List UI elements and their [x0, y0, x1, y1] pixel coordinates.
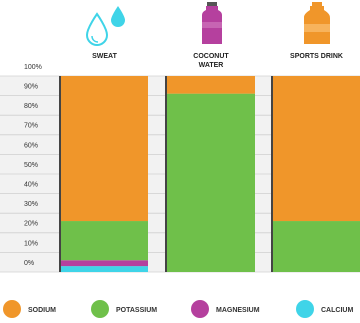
bar-segment — [61, 76, 148, 222]
legend: SODIUM POTASSIUM MAGNESIUM CALCIUM — [3, 300, 353, 318]
sports-drink-icon — [304, 2, 330, 44]
category-label: SWEAT — [92, 53, 117, 60]
bottle-label — [304, 24, 330, 32]
legend-label: POTASSIUM — [116, 307, 157, 314]
y-tick-label: 0% — [24, 260, 34, 267]
bar-segment — [273, 76, 360, 222]
legend-label: SODIUM — [28, 307, 56, 314]
y-tick-label: 20% — [24, 221, 38, 228]
legend-swatch — [3, 300, 21, 318]
y-tick-label: 90% — [24, 84, 38, 91]
bar-segment — [167, 76, 255, 94]
legend-swatch — [296, 300, 314, 318]
drop-icon — [111, 6, 125, 27]
legend-swatch — [191, 300, 209, 318]
bar-segment — [61, 260, 148, 267]
bar-segment — [61, 221, 148, 261]
y-tick-label: 50% — [24, 162, 38, 169]
bar-segment — [167, 93, 255, 272]
bottle-cap — [312, 2, 322, 6]
y-tick-label: 30% — [24, 201, 38, 208]
legend-label: MAGNESIUM — [216, 307, 260, 314]
category-label: SPORTS DRINK — [290, 53, 343, 60]
bottle-band — [202, 22, 222, 28]
drop-shine — [91, 35, 99, 43]
sweat-icon — [85, 6, 125, 47]
y-tick-label: 100% — [24, 64, 42, 71]
coconut-water-icon — [202, 2, 222, 44]
legend-label: CALCIUM — [321, 307, 353, 314]
drop-icon — [85, 12, 109, 47]
bar-segment — [273, 221, 360, 272]
legend-swatch — [91, 300, 109, 318]
y-tick-label: 10% — [24, 240, 38, 247]
y-tick-label: 40% — [24, 182, 38, 189]
category-label: COCONUT WATER — [193, 53, 229, 69]
y-tick-label: 60% — [24, 142, 38, 149]
axes — [59, 76, 273, 272]
bottle-cap — [207, 2, 217, 6]
y-tick-label: 70% — [24, 123, 38, 130]
bars — [61, 76, 360, 272]
bar-segment — [61, 266, 148, 272]
y-tick-label: 80% — [24, 103, 38, 110]
